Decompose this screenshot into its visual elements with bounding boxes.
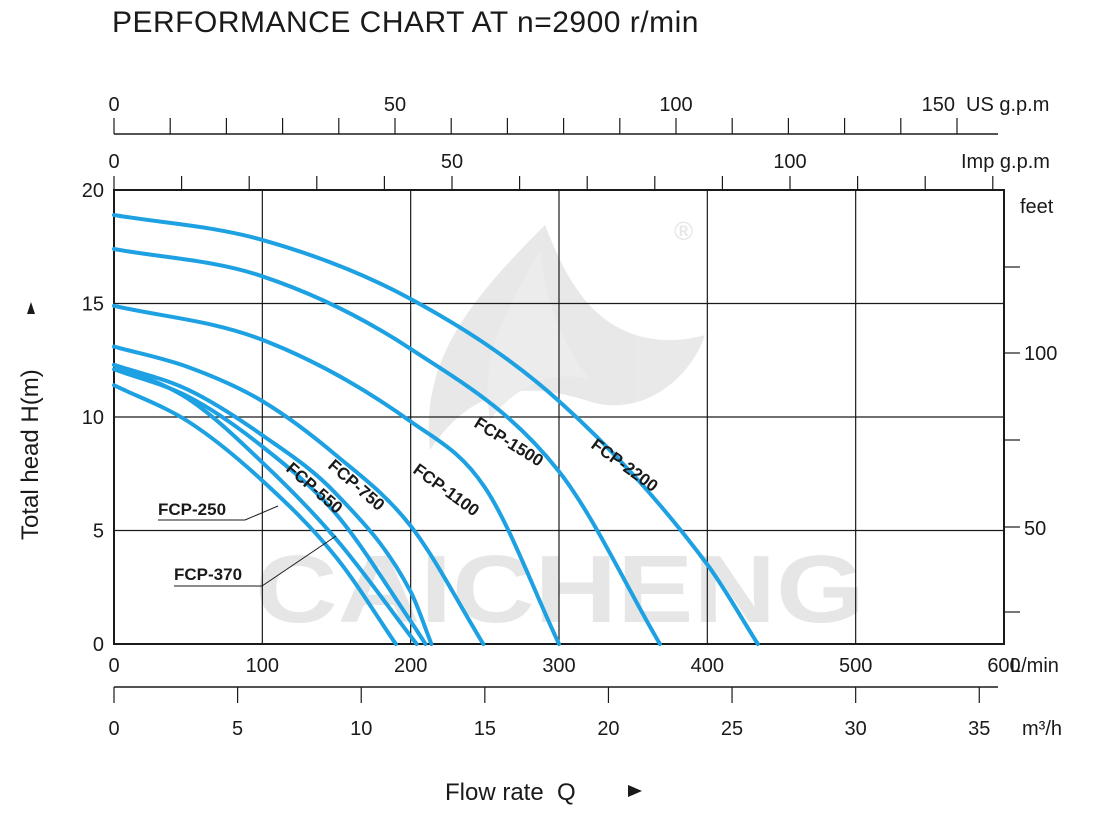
x-axis-arrow-icon [628, 785, 642, 797]
series-label-fcp-250: FCP-250 [158, 500, 226, 519]
x-tick-label: 200 [394, 655, 427, 677]
watermark-text: CAICHENG [255, 536, 865, 643]
grid [114, 190, 1004, 644]
x-tick-label: 0 [108, 655, 119, 677]
curves [112, 213, 760, 646]
feet-tick-label: 100 [1024, 343, 1057, 365]
m3h-unit-label: m³/h [1022, 718, 1062, 740]
x-tick-label: 400 [691, 655, 724, 677]
chart-title: PERFORMANCE CHART AT n=2900 r/min [112, 6, 699, 39]
m3h-tick-label: 10 [350, 718, 372, 740]
y-tick-label: 5 [93, 521, 104, 543]
m3h-tick-label: 0 [108, 718, 119, 740]
curve-fcp-250 [112, 383, 398, 646]
curve-fcp-2200 [112, 247, 662, 646]
x-unit-label: L/min [1010, 655, 1059, 677]
watermark-logo: ® CAICHENG [255, 216, 865, 643]
watermark-swoosh [428, 225, 705, 450]
y-axis-title: Total head H(m) [17, 369, 44, 540]
m3h-tick-label: 25 [721, 718, 743, 740]
leader-line [261, 535, 337, 587]
x-tick-label: 100 [246, 655, 279, 677]
m3h-tick-label: 5 [232, 718, 243, 740]
watermark-swoosh-inner [487, 250, 590, 420]
curve-fcp-1500 [112, 303, 561, 646]
us-gpm-unit-label: US g.p.m [966, 94, 1049, 116]
us-gpm-tick-label: 50 [384, 94, 406, 116]
curve-fcp-1100 [112, 344, 486, 646]
x-axis-title: Flow rate Q [445, 779, 576, 806]
feet-tick-label: 50 [1024, 518, 1046, 540]
feet-unit-label: feet [1020, 196, 1054, 218]
x-tick-label: 600 [987, 655, 1020, 677]
y-tick-label: 15 [82, 294, 104, 316]
imp-gpm-tick-label: 50 [441, 151, 463, 173]
m3h-tick-label: 20 [597, 718, 619, 740]
watermark-registered-mark: ® [674, 216, 693, 246]
leader-line [244, 505, 279, 521]
m3h-tick-label: 30 [845, 718, 867, 740]
x-tick-label: 300 [542, 655, 575, 677]
us-gpm-tick-label: 150 [922, 94, 955, 116]
y-tick-label: 0 [93, 634, 104, 656]
curve-series-8 [112, 213, 760, 646]
curve-fcp-750 [112, 362, 434, 646]
m3h-tick-label: 15 [474, 718, 496, 740]
y-tick-label: 20 [82, 180, 104, 202]
curve-fcp-550 [112, 367, 428, 646]
imp-gpm-tick-label: 100 [773, 151, 806, 173]
y-axis-arrow-icon [27, 302, 35, 314]
series-label-fcp-2200: FCP-2200 [588, 435, 662, 496]
us-gpm-tick-label: 0 [108, 94, 119, 116]
x-tick-label: 500 [839, 655, 872, 677]
y-tick-label: 10 [82, 407, 104, 429]
series-label-fcp-370: FCP-370 [174, 565, 242, 584]
imp-gpm-tick-label: 0 [108, 151, 119, 173]
us-gpm-tick-label: 100 [659, 94, 692, 116]
imp-gpm-unit-label: Imp g.p.m [961, 151, 1050, 173]
m3h-tick-label: 35 [968, 718, 990, 740]
